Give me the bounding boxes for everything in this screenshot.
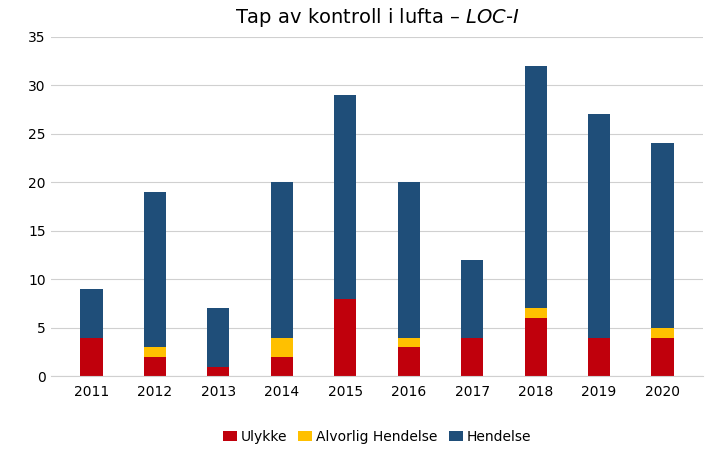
Bar [651,337,674,376]
Bar [651,328,674,337]
Bar [397,337,420,347]
Bar [207,367,230,376]
Bar [144,192,166,347]
Bar [461,260,484,337]
Bar [524,318,547,376]
Bar [270,182,293,337]
Title: Tap av kontroll i lufta – $\mathit{LOC}$-$\mathit{I}$: Tap av kontroll i lufta – $\mathit{LOC}$… [235,6,519,29]
Bar [651,144,674,328]
Bar [207,308,230,367]
Bar [334,95,357,299]
Bar [397,182,420,337]
Bar [461,337,484,376]
Bar [144,347,166,357]
Bar [80,337,103,376]
Bar [524,66,547,308]
Legend: Ulykke, Alvorlig Hendelse, Hendelse: Ulykke, Alvorlig Hendelse, Hendelse [217,424,537,449]
Bar [524,308,547,318]
Bar [270,337,293,357]
Bar [270,357,293,376]
Bar [397,347,420,376]
Bar [334,299,357,376]
Bar [588,337,610,376]
Bar [80,289,103,337]
Bar [588,114,610,337]
Bar [144,357,166,376]
